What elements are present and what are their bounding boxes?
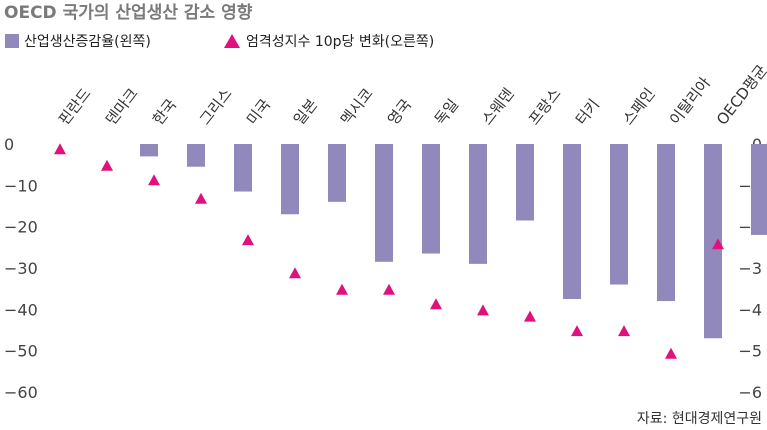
right-tick-label: −5 (738, 342, 762, 361)
left-tick-label: −30 (4, 259, 38, 278)
category-label: OECD평균 (713, 61, 767, 128)
category-label: 터키 (572, 96, 603, 129)
triangle-marker (524, 310, 536, 322)
category-label: 한국 (149, 95, 180, 128)
left-tick-label: −10 (4, 176, 38, 195)
bar (563, 144, 581, 299)
left-tick-label: 0 (4, 135, 14, 154)
legend-label-bar: 산업생산증감율(왼쪽) (24, 34, 151, 50)
triangle-marker (571, 325, 583, 337)
category-label: 스웨덴 (478, 85, 518, 129)
right-tick-label: −4 (738, 300, 762, 319)
category-label: 멕시코 (337, 85, 377, 129)
category-label: 스페인 (619, 85, 659, 129)
category-label: 미국 (243, 95, 274, 128)
bar (422, 144, 440, 254)
legend-swatch-triangle (224, 34, 240, 48)
triangle-marker (477, 304, 489, 316)
triangle-marker (336, 283, 348, 295)
legend-label-triangle: 엄격성지수 10p당 변화(오른쪽) (246, 34, 434, 50)
bar (751, 144, 767, 235)
triangle-marker (54, 143, 66, 155)
right-tick-label: −3 (738, 259, 762, 278)
legend: 산업생산증감율(왼쪽) 엄격성지수 10p당 변화(오른쪽) (5, 34, 434, 50)
left-axis-ticks: 0 −10 −20 −30 −40 −50 −60 (4, 135, 38, 402)
triangle-marker (430, 298, 442, 310)
bar (469, 144, 487, 264)
legend-swatch-bar (5, 34, 19, 48)
triangle-marker (195, 192, 207, 204)
left-tick-label: −60 (4, 383, 38, 402)
triangle-marker (289, 267, 301, 279)
triangle-marker (101, 159, 113, 171)
bar (187, 144, 205, 167)
triangle-marker (712, 238, 724, 250)
category-label: 일본 (290, 96, 321, 129)
bar (328, 144, 346, 202)
category-label: 덴마크 (102, 85, 142, 129)
category-label: 핀란드 (55, 85, 95, 129)
category-labels: 핀란드 덴마크 한국 그리스 미국 일본 멕시코 영국 독일 스웨덴 프랑스 터키 스페인 이탈리아OEC… (55, 61, 767, 128)
bar-series (140, 144, 767, 339)
left-tick-label: −20 (4, 218, 38, 237)
bar (140, 144, 158, 157)
triangle-marker (618, 325, 630, 337)
chart-title: OECD 국가의 산업생산 감소 영향 (4, 2, 253, 23)
category-label: 영국 (384, 95, 415, 128)
triangle-marker (242, 234, 254, 246)
bar (375, 144, 393, 262)
category-label: 프랑스 (525, 85, 565, 129)
triangle-series (54, 143, 724, 359)
bar (657, 144, 675, 302)
category-label: 이탈리아 (666, 74, 714, 129)
triangle-marker (148, 174, 160, 186)
triangle-marker (383, 283, 395, 295)
source-note: 자료: 현대경제연구원 (637, 411, 762, 427)
bar (281, 144, 299, 215)
triangle-marker (665, 347, 677, 359)
bar (516, 144, 534, 221)
left-tick-label: −50 (4, 342, 38, 361)
left-tick-label: −40 (4, 300, 38, 319)
bar (610, 144, 628, 285)
category-label: 그리스 (196, 85, 236, 129)
bar (704, 144, 722, 339)
bar (234, 144, 252, 192)
category-label: 독일 (431, 96, 462, 129)
right-tick-label: −6 (738, 383, 762, 402)
